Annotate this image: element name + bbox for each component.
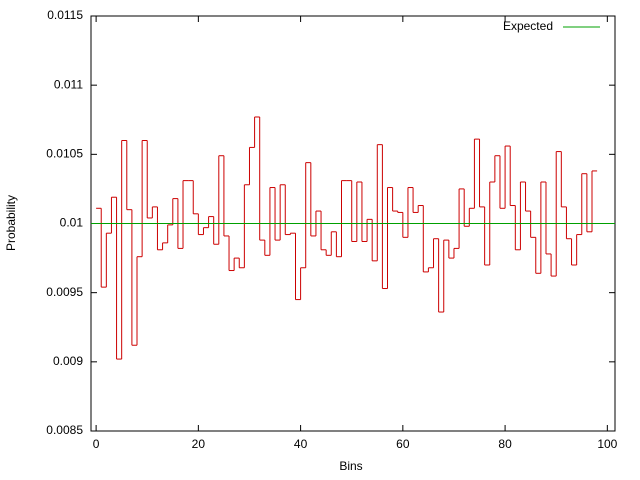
y-tick-label: 0.009 — [53, 354, 83, 368]
y-tick-label: 0.011 — [54, 77, 83, 91]
legend-label: Expected — [503, 19, 553, 33]
y-tick-label: 0.0085 — [46, 423, 83, 437]
y-axis-label: Probability — [4, 195, 18, 251]
y-tick-label: 0.0095 — [46, 285, 83, 299]
y-tick-label: 0.0115 — [47, 8, 83, 22]
x-tick-label: 0 — [93, 437, 100, 451]
x-axis-label: Bins — [339, 459, 362, 473]
x-tick-label: 80 — [498, 437, 512, 451]
y-tick-label: 0.0105 — [46, 147, 83, 161]
y-tick-label: 0.01 — [60, 216, 84, 230]
x-tick-label: 60 — [396, 437, 410, 451]
x-tick-label: 40 — [294, 437, 308, 451]
x-tick-label: 100 — [597, 437, 617, 451]
x-tick-label: 20 — [192, 437, 206, 451]
